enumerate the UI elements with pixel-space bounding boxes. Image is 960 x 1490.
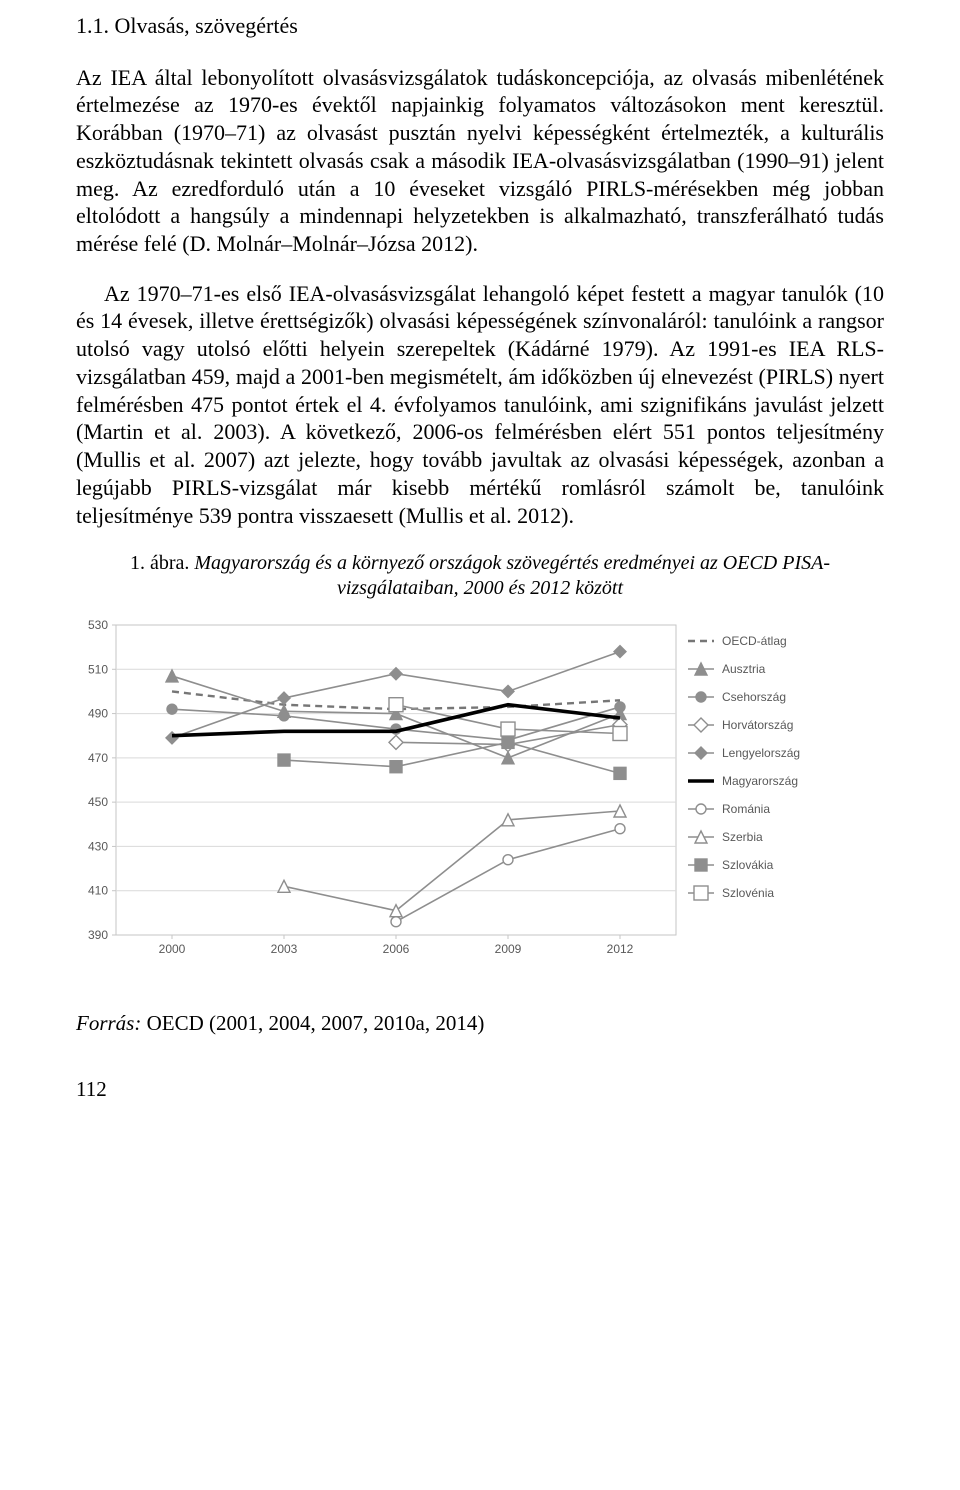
svg-text:Lengyelország: Lengyelország bbox=[722, 746, 800, 760]
svg-text:Szerbia: Szerbia bbox=[722, 830, 763, 844]
svg-text:2000: 2000 bbox=[159, 942, 186, 956]
svg-text:2006: 2006 bbox=[383, 942, 410, 956]
svg-text:Románia: Románia bbox=[722, 802, 770, 816]
svg-text:2012: 2012 bbox=[607, 942, 634, 956]
svg-text:450: 450 bbox=[88, 795, 108, 809]
svg-text:Csehország: Csehország bbox=[722, 690, 786, 704]
figure-caption: 1. ábra. Magyarország és a környező orsz… bbox=[76, 551, 884, 601]
source-label: Forrás: bbox=[76, 1011, 147, 1035]
svg-text:Ausztria: Ausztria bbox=[722, 662, 766, 676]
source-text: OECD (2001, 2004, 2007, 2010a, 2014) bbox=[147, 1011, 485, 1035]
svg-text:Szlovákia: Szlovákia bbox=[722, 858, 774, 872]
figure-title: Magyarország és a környező országok szöv… bbox=[194, 552, 830, 599]
chart-container: 390 410 430 450 470 490 510 530 2000 2003 2006 2009… bbox=[76, 615, 884, 982]
section-heading: 1.1. Olvasás, szövegértés bbox=[76, 12, 884, 40]
svg-text:Horvátország: Horvátország bbox=[722, 718, 793, 732]
page-number: 112 bbox=[76, 1076, 884, 1102]
line-chart: 390 410 430 450 470 490 510 530 2000 2003 2006 2009… bbox=[76, 615, 876, 975]
svg-text:OECD-átlag: OECD-átlag bbox=[722, 634, 787, 648]
svg-text:530: 530 bbox=[88, 618, 108, 632]
svg-text:2009: 2009 bbox=[495, 942, 522, 956]
paragraph-1: Az IEA által lebonyolított olvasásvizsgá… bbox=[76, 64, 884, 258]
svg-text:2003: 2003 bbox=[271, 942, 298, 956]
svg-text:470: 470 bbox=[88, 751, 108, 765]
figure-label: 1. ábra. bbox=[130, 552, 194, 574]
svg-text:Szlovénia: Szlovénia bbox=[722, 886, 774, 900]
paragraph-2: Az 1970–71-es első IEA-olvasásvizsgálat … bbox=[76, 280, 884, 529]
svg-text:510: 510 bbox=[88, 663, 108, 677]
svg-text:490: 490 bbox=[88, 707, 108, 721]
svg-text:430: 430 bbox=[88, 840, 108, 854]
svg-text:390: 390 bbox=[88, 928, 108, 942]
figure-source: Forrás: OECD (2001, 2004, 2007, 2010a, 2… bbox=[76, 1010, 884, 1036]
svg-text:Magyarország: Magyarország bbox=[722, 774, 798, 788]
svg-text:410: 410 bbox=[88, 884, 108, 898]
